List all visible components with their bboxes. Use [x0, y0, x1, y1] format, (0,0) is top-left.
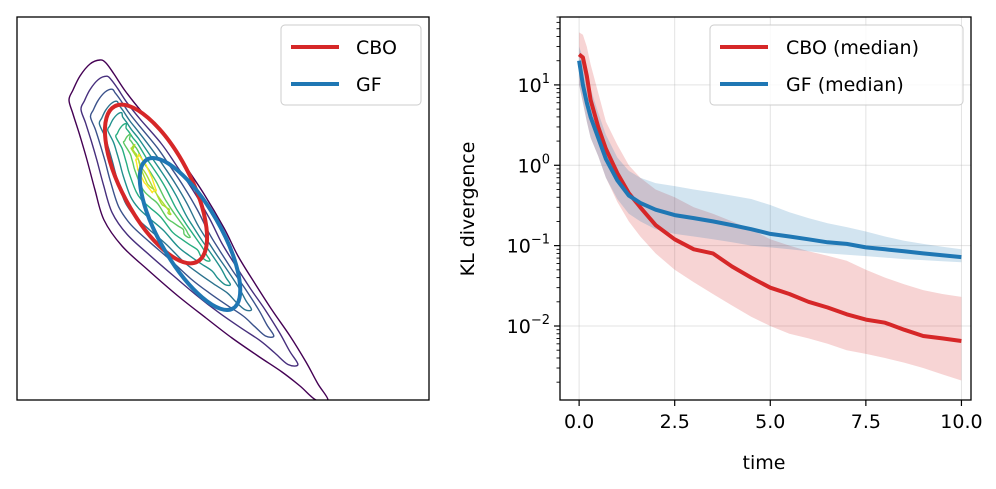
x-tick-label-1: 2.5	[660, 411, 690, 433]
y-axis-label: KL divergence	[457, 142, 479, 277]
left-panel: CBO GF	[16, 16, 430, 401]
left-axes-frame	[16, 16, 430, 401]
right-axes-frame	[559, 16, 972, 401]
x-tick-label-2: 5.0	[755, 411, 785, 433]
right-legend-label-cbo: CBO (median)	[786, 37, 919, 59]
contour-level-6	[115, 122, 211, 262]
line-cbo-median	[577, 52, 962, 343]
gf-ellipse	[137, 156, 243, 312]
y-tick-label-1: 100	[518, 152, 550, 177]
right-legend: CBO (median) GF (median)	[709, 24, 964, 106]
x-tick-label-3: 7.5	[851, 411, 881, 433]
band-gf	[579, 46, 962, 263]
contour-level-5	[106, 111, 232, 287]
x-tick-label-4: 10.0	[940, 411, 982, 433]
left-legend-box	[280, 24, 422, 106]
band-cbo	[579, 32, 962, 381]
y-axis-ticks: 101 100 10−1 10−2	[507, 16, 560, 383]
right-legend-label-gf: GF (median)	[786, 74, 904, 96]
contour-level-9	[135, 153, 158, 194]
right-panel: 0.0 2.5 5.0 7.5 10.0 101 100 10−1 10−2 time KL …	[457, 16, 983, 474]
y-tick-label-0: 101	[518, 72, 550, 97]
median-lines	[577, 52, 962, 343]
cbo-ellipse	[102, 102, 210, 266]
uncertainty-bands	[579, 32, 962, 381]
x-axis-ticks: 0.0 2.5 5.0 7.5 10.0	[564, 400, 983, 433]
right-legend-box	[709, 24, 964, 106]
contour-level-2	[80, 75, 299, 367]
left-legend: CBO GF	[280, 24, 422, 106]
line-gf-median	[577, 60, 962, 260]
left-legend-label-cbo: CBO	[356, 37, 397, 59]
left-legend-label-gf: GF	[356, 74, 382, 96]
x-axis-label: time	[743, 452, 786, 474]
y-tick-label-2: 10−1	[507, 233, 550, 258]
y-tick-label-3: 10−2	[507, 313, 550, 338]
x-tick-label-0: 0.0	[564, 411, 594, 433]
